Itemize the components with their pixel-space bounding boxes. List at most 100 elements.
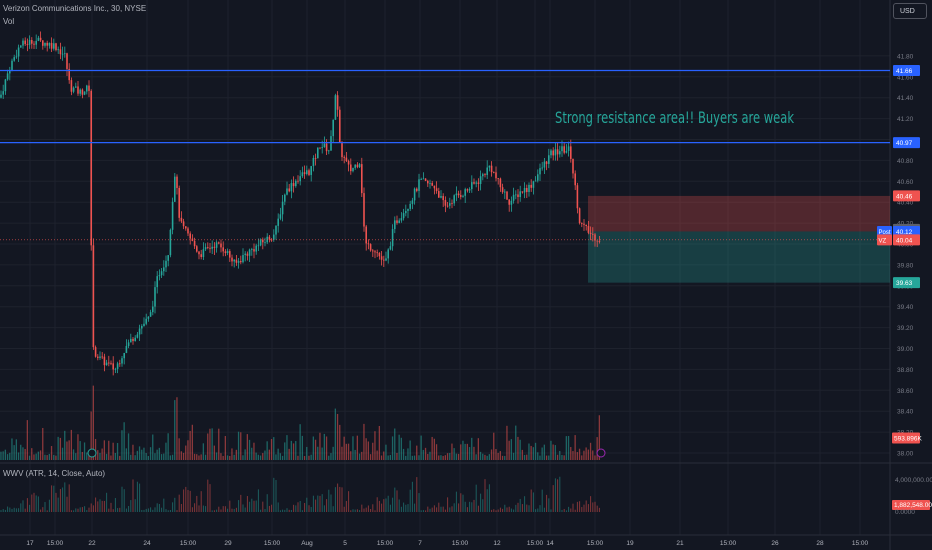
- candle-body: [4, 79, 7, 92]
- indicator-bar: [541, 489, 543, 512]
- indicator-bar: [218, 506, 220, 512]
- volume-bar: [50, 446, 53, 460]
- candle-body: [33, 43, 35, 45]
- candle-body: [178, 187, 180, 218]
- volume-bar: [235, 449, 237, 460]
- volume-bar: [264, 450, 266, 460]
- candle-body: [442, 196, 444, 201]
- candle-body: [145, 318, 147, 324]
- indicator-bar: [48, 499, 50, 512]
- volume-value-label: 593.896K: [894, 436, 922, 443]
- candle-body: [385, 258, 387, 261]
- candle-body: [429, 183, 431, 184]
- candle-body: [490, 165, 493, 173]
- volume-bar: [299, 424, 301, 460]
- indicator-bar: [24, 508, 26, 512]
- indicator-bar: [2, 509, 4, 512]
- indicator-bar: [277, 502, 279, 512]
- candle-body: [457, 193, 460, 196]
- candle-body: [288, 188, 290, 192]
- candle-body: [90, 90, 92, 246]
- volume-bar: [374, 431, 376, 460]
- volume-bar: [222, 455, 224, 460]
- candle-body: [130, 338, 132, 343]
- indicator-bar: [152, 509, 154, 512]
- indicator-bar: [502, 508, 504, 512]
- indicator-bar: [581, 507, 583, 512]
- indicator-bar: [156, 503, 158, 512]
- volume-bar: [196, 454, 198, 460]
- indicator-bar: [365, 507, 367, 512]
- volume-bar: [292, 443, 295, 460]
- candle-body: [22, 40, 24, 46]
- candle-body: [28, 40, 31, 45]
- price-badge-line: [893, 65, 920, 77]
- indicator-bar: [211, 510, 213, 512]
- volume-bar: [6, 454, 9, 460]
- y-tick-label: 38.40: [897, 409, 914, 416]
- indicator-bar: [40, 509, 42, 512]
- volume-bar: [589, 442, 592, 460]
- indicator-bar: [458, 503, 460, 512]
- indicator-bar: [304, 502, 306, 512]
- candle-body: [383, 259, 385, 261]
- candle-body: [158, 275, 161, 277]
- candle-body: [405, 210, 407, 214]
- indicator-bar: [114, 498, 116, 512]
- candle-body: [132, 338, 134, 342]
- volume-bar: [526, 454, 528, 460]
- indicator-bar: [400, 506, 402, 512]
- indicator-bar: [348, 491, 350, 512]
- indicator-bar: [59, 489, 61, 512]
- volume-bar: [396, 452, 398, 460]
- indicator-bar: [392, 497, 394, 512]
- indicator-bar: [62, 487, 64, 512]
- volume-bar: [440, 455, 442, 460]
- indicator-bar: [187, 490, 189, 512]
- indicator-bar: [238, 500, 240, 512]
- candle-body: [171, 201, 174, 230]
- currency-button[interactable]: USD: [893, 3, 927, 19]
- volume-bar: [468, 447, 471, 460]
- candle-body: [143, 323, 145, 327]
- indicator-bar: [279, 510, 281, 512]
- indicator-bar: [205, 506, 207, 512]
- candle-body: [308, 170, 310, 175]
- volume-bar: [347, 443, 350, 460]
- candle-body: [526, 187, 528, 192]
- candle-body: [13, 57, 15, 61]
- indicator-bar: [418, 493, 420, 512]
- indicator-bar: [387, 495, 389, 512]
- volume-bar: [259, 455, 262, 460]
- volume-bar: [224, 436, 226, 460]
- indicator-bar: [447, 497, 449, 512]
- indicator-bar: [561, 509, 563, 512]
- indicator-bar: [524, 496, 526, 512]
- candle-body: [220, 243, 222, 248]
- indicator-bar: [315, 499, 317, 512]
- volume-bar: [88, 455, 90, 460]
- volume-bar: [570, 447, 572, 460]
- indicator-bar: [596, 505, 598, 512]
- candle-body: [312, 157, 315, 167]
- indicator-bar: [90, 503, 92, 512]
- candle-body: [449, 203, 451, 206]
- candle-body: [240, 261, 242, 263]
- volume-bar: [108, 440, 110, 460]
- volume-bar: [125, 448, 127, 460]
- candle-body: [321, 147, 323, 149]
- candle-body: [149, 312, 152, 317]
- candle-body: [42, 40, 44, 46]
- candle-body: [262, 239, 264, 243]
- volume-bar: [424, 447, 427, 460]
- indicator-bar: [244, 507, 246, 512]
- volume-bar: [226, 455, 229, 460]
- indicator-bar: [249, 501, 251, 512]
- volume-bar: [587, 449, 589, 460]
- candle-body: [123, 352, 125, 359]
- volume-bar: [413, 455, 416, 460]
- candle-body: [248, 249, 251, 256]
- volume-bar: [519, 439, 521, 460]
- indicator-bar: [297, 502, 299, 512]
